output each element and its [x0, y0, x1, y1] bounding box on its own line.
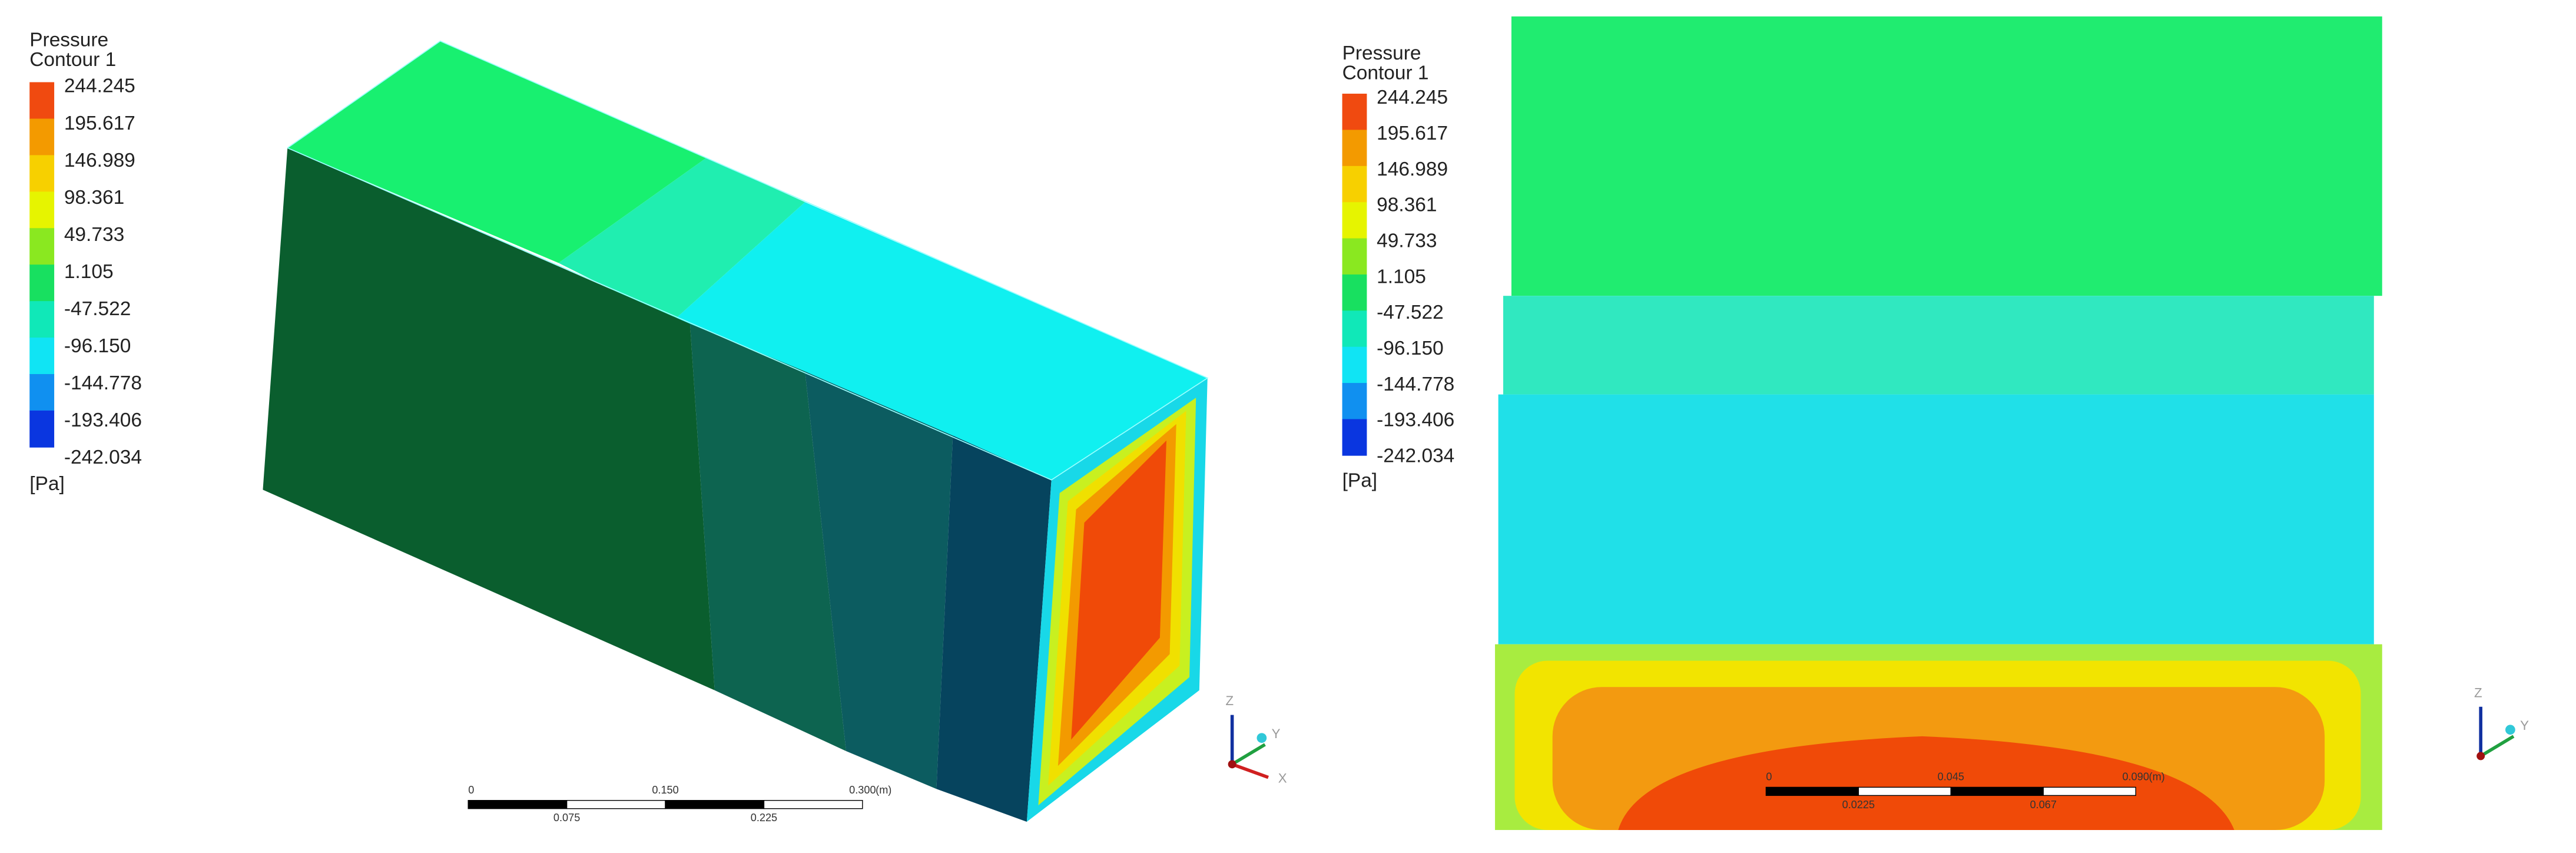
legend-title: Pressure [29, 29, 108, 51]
scale-segment [665, 800, 765, 809]
scale-unit: (m) [2149, 771, 2165, 782]
legend-subtitle: Contour 1 [1342, 62, 1429, 84]
legend-band [1342, 130, 1367, 167]
legend-band [29, 155, 55, 193]
scale-segment [2043, 786, 2136, 796]
legend-unit: [Pa] [1342, 470, 1378, 491]
legend-unit: [Pa] [29, 473, 65, 495]
legend-label: -96.150 [64, 335, 131, 357]
legend-band [29, 410, 55, 448]
legend-band [1342, 202, 1367, 239]
side-band-1 [263, 148, 715, 690]
legend-band [29, 373, 55, 411]
axis-x [1231, 762, 1269, 779]
legend-band [1342, 346, 1367, 383]
scale-segment [1765, 786, 1859, 796]
axis-label: Z [1225, 693, 1234, 708]
legend-label: 1.105 [1377, 266, 1426, 287]
legend-band [1342, 274, 1367, 312]
axis-origin [2476, 752, 2485, 761]
legend-band [29, 338, 55, 375]
legend-band [1342, 166, 1367, 203]
scale-label: 0.225 [751, 812, 777, 824]
axis-ball [2505, 725, 2515, 735]
scale-label: 0.300 [849, 784, 876, 796]
axis-y [2479, 735, 2515, 758]
legend-label: 98.361 [1377, 194, 1437, 216]
top-face-teal [558, 157, 805, 321]
scale-label: 0.075 [553, 812, 580, 824]
legend-band [29, 265, 55, 302]
top-face-green [287, 41, 707, 263]
scale-unit: (m) [876, 784, 891, 796]
scale-label: 0.090 [2123, 771, 2149, 782]
legend-label: 195.617 [1377, 123, 1448, 144]
axis-ball [1256, 733, 1267, 743]
legend-label: 49.733 [1377, 230, 1437, 252]
scale-label: 0 [468, 784, 474, 796]
legend-band [1342, 238, 1367, 275]
legend-band [29, 118, 55, 156]
scale-label: 0 [1766, 771, 1772, 782]
legend-label: 98.361 [64, 187, 124, 209]
legend-band [29, 228, 55, 266]
region-red [1618, 736, 2234, 830]
side-band-3 [805, 371, 953, 789]
legend-band [1342, 94, 1367, 131]
scale-label: 0.0225 [1842, 799, 1875, 811]
legend-label: 195.617 [64, 113, 135, 134]
legend-label: 1.105 [64, 261, 114, 283]
scale-segment [763, 800, 863, 809]
top-face-cyan [673, 202, 1208, 480]
legend-subtitle: Contour 1 [29, 49, 116, 71]
legend-band [29, 301, 55, 338]
side-band-4 [936, 435, 1052, 822]
legend-label: -144.778 [64, 372, 142, 394]
axis-y [1231, 743, 1266, 766]
scale-segment [1858, 786, 1952, 796]
scale-segment [1950, 786, 2044, 796]
legend-label: -96.150 [1377, 338, 1444, 359]
legend-label: 244.245 [64, 75, 135, 97]
legend-band [29, 82, 55, 120]
legend-label: -144.778 [1377, 373, 1454, 395]
axis-label: Y [1272, 726, 1281, 741]
legend-label: -47.522 [1377, 302, 1444, 323]
legend-band [1342, 310, 1367, 348]
right-model [1495, 16, 2382, 830]
axis-label: Z [2474, 685, 2482, 700]
legend-title: Pressure [1342, 42, 1421, 64]
legend-band [1342, 383, 1367, 420]
left-model [263, 40, 1209, 822]
legend-label: 146.989 [64, 150, 135, 171]
legend-label: 146.989 [1377, 158, 1448, 180]
region-cyan [1498, 394, 2374, 644]
legend-label: -47.522 [64, 298, 131, 320]
scale-segment [468, 800, 568, 809]
legend-band [29, 191, 55, 229]
side-band-2 [689, 323, 846, 752]
legend-label: -193.406 [1377, 409, 1454, 431]
edges [287, 40, 1209, 481]
legend-label: 49.733 [64, 224, 124, 246]
axis-label: X [1278, 771, 1287, 785]
scale-label: 0.067 [2030, 799, 2057, 811]
axis-label: Y [2520, 718, 2529, 733]
legend-label: -242.034 [1377, 445, 1454, 467]
scale-label: 0.150 [652, 784, 678, 796]
scale-segment [566, 800, 666, 809]
axis-origin [1228, 760, 1236, 769]
legend-band [1342, 419, 1367, 456]
legend-label: -242.034 [64, 447, 142, 468]
end-core [1071, 440, 1167, 740]
legend-label: 244.245 [1377, 87, 1448, 108]
region-teal [1503, 296, 2374, 395]
legend-label: -193.406 [64, 409, 142, 431]
scale-label: 0.045 [1938, 771, 1964, 782]
region-green [1511, 16, 2382, 296]
